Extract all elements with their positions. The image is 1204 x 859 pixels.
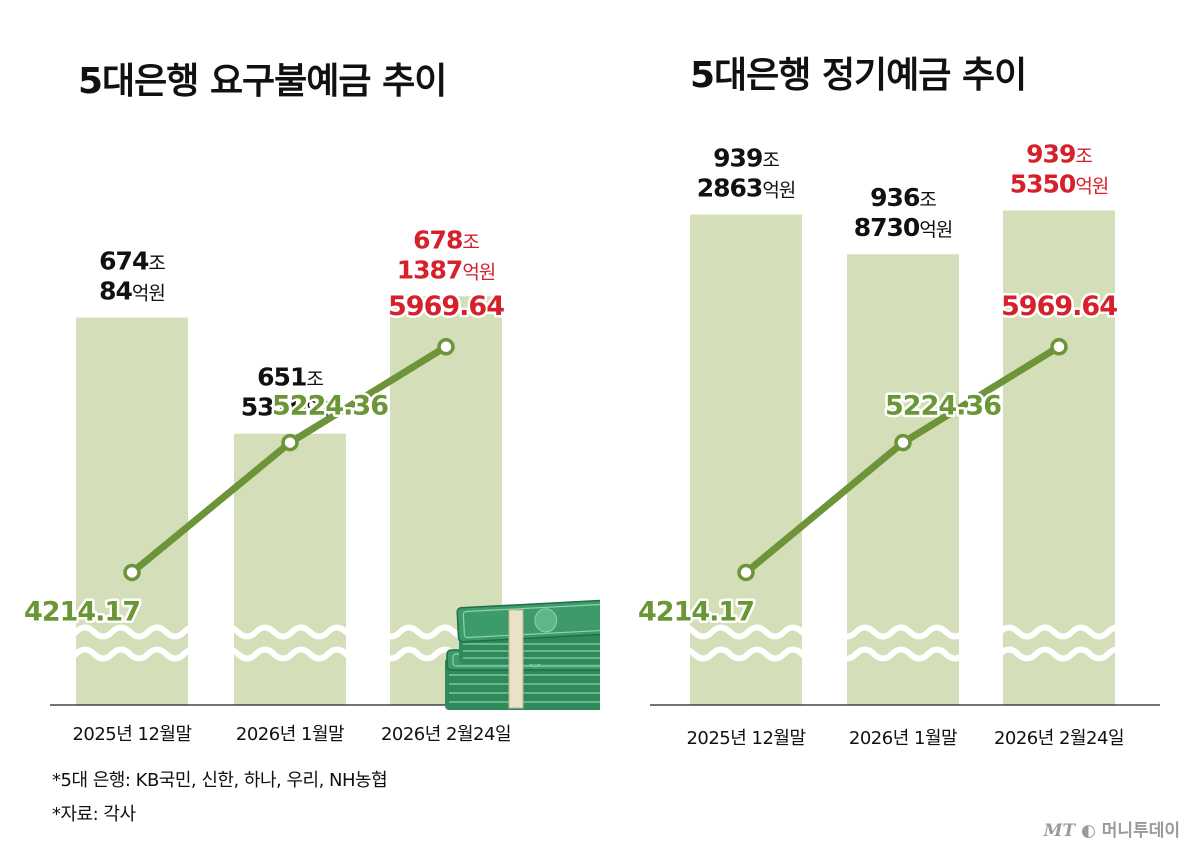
bar-label-minor-3: 5350억원 — [1010, 169, 1109, 198]
x-tick-label-1: 2025년 12월말 — [686, 728, 805, 749]
trend-label-1: 4214.17 — [24, 596, 140, 627]
bar-label-major-unit: 조 — [919, 189, 936, 211]
bar-1 — [76, 317, 188, 705]
trend-label-2: 5224.36 — [272, 391, 388, 422]
bar-label-major-3: 678조 — [413, 225, 479, 254]
axis-break-wave-1 — [637, 624, 1183, 640]
watermark-logo-icon: ◐ — [1081, 821, 1096, 841]
trend-point-1 — [123, 563, 141, 582]
bar-2 — [847, 254, 959, 705]
trend-point-3 — [1050, 338, 1068, 356]
watermark-name: 머니투데이 — [1101, 821, 1180, 841]
note-source: *자료: 각사 — [52, 804, 136, 825]
bar-label-major-3: 939조 — [1026, 139, 1092, 168]
bar-3 — [1003, 210, 1115, 705]
trend-label-1: 4214.17 — [638, 596, 754, 627]
bar-label-minor-value: 84 — [99, 277, 132, 306]
watermark-mt: MT — [1043, 821, 1076, 841]
chart-title-demand-deposits: 5대은행 요구불예금 추이 — [78, 61, 447, 102]
bar-label-major-unit: 조 — [306, 369, 323, 391]
money-band — [508, 609, 524, 709]
bar-label-major-unit: 조 — [462, 231, 479, 253]
trend-point-3 — [437, 338, 455, 356]
money-bill-top-border — [462, 602, 600, 639]
trend-label-3: 5969.64 — [388, 291, 504, 322]
bar-label-minor-unit: 억원 — [462, 261, 495, 283]
watermark: MT ◐ 머니투데이 — [1044, 816, 1180, 841]
bar-label-minor-value: 1387 — [397, 255, 463, 284]
bar-label-minor-unit: 억원 — [919, 219, 952, 241]
x-tick-label-1: 2025년 12월말 — [72, 724, 191, 745]
bar-label-major-1: 674조 — [99, 247, 165, 276]
x-tick-label-3: 2026년 2월24일 — [381, 724, 511, 745]
bar-label-major-2: 936조 — [870, 183, 936, 212]
bar-label-minor-unit: 억원 — [1075, 175, 1108, 197]
bar-label-minor-value: 5379 — [241, 393, 307, 422]
bar-label-major-value: 936 — [870, 183, 920, 212]
x-tick-label-2: 2026년 1월말 — [236, 724, 344, 745]
bar-label-major-2: 651조 — [257, 363, 323, 392]
trend-label-2: 5224.36 — [885, 391, 1001, 422]
bar-label-minor-2: 8730억원 — [854, 213, 953, 242]
money-stack-icon — [445, 598, 600, 710]
trend-point-1 — [737, 563, 755, 582]
bar-label-major-value: 678 — [413, 225, 462, 254]
bar-label-major-value: 939 — [713, 144, 762, 173]
x-tick-label-3: 2026년 2월24일 — [994, 728, 1124, 749]
bar-label-minor-value: 5350 — [1010, 169, 1076, 198]
chart-title-time-deposits: 5대은행 정기예금 추이 — [690, 55, 1027, 96]
money-bill-top-portrait — [534, 608, 558, 633]
x-tick-label-2: 2026년 1월말 — [849, 728, 957, 749]
bar-label-major-value: 674 — [99, 247, 149, 276]
bar-label-major-unit: 조 — [1075, 145, 1092, 167]
note-banks: *5대 은행: KB국민, 신한, 하나, 우리, NH농협 — [52, 770, 388, 791]
trend-label-3: 5969.64 — [1001, 291, 1117, 322]
bar-label-minor-value: 8730 — [854, 213, 920, 242]
bar-1 — [690, 214, 802, 705]
bar-label-major-unit: 조 — [762, 150, 779, 172]
trend-point-2 — [894, 433, 912, 452]
money-bill-top — [456, 598, 600, 643]
bar-label-minor-1: 2863억원 — [697, 174, 796, 203]
bar-label-minor-1: 84억원 — [99, 277, 165, 306]
bar-label-major-1: 939조 — [713, 144, 779, 173]
axis-break-wave-2 — [637, 646, 1183, 662]
bar-label-major-value: 939 — [1026, 139, 1075, 168]
bar-label-minor-value: 2863 — [697, 174, 763, 203]
bar-label-minor-unit: 억원 — [762, 180, 795, 202]
bar-label-major-value: 651 — [257, 363, 306, 392]
bar-label-minor-unit: 억원 — [132, 283, 165, 305]
bar-label-minor-3: 1387억원 — [397, 255, 496, 284]
trend-point-2 — [281, 433, 299, 452]
bar-label-major-unit: 조 — [148, 253, 165, 275]
